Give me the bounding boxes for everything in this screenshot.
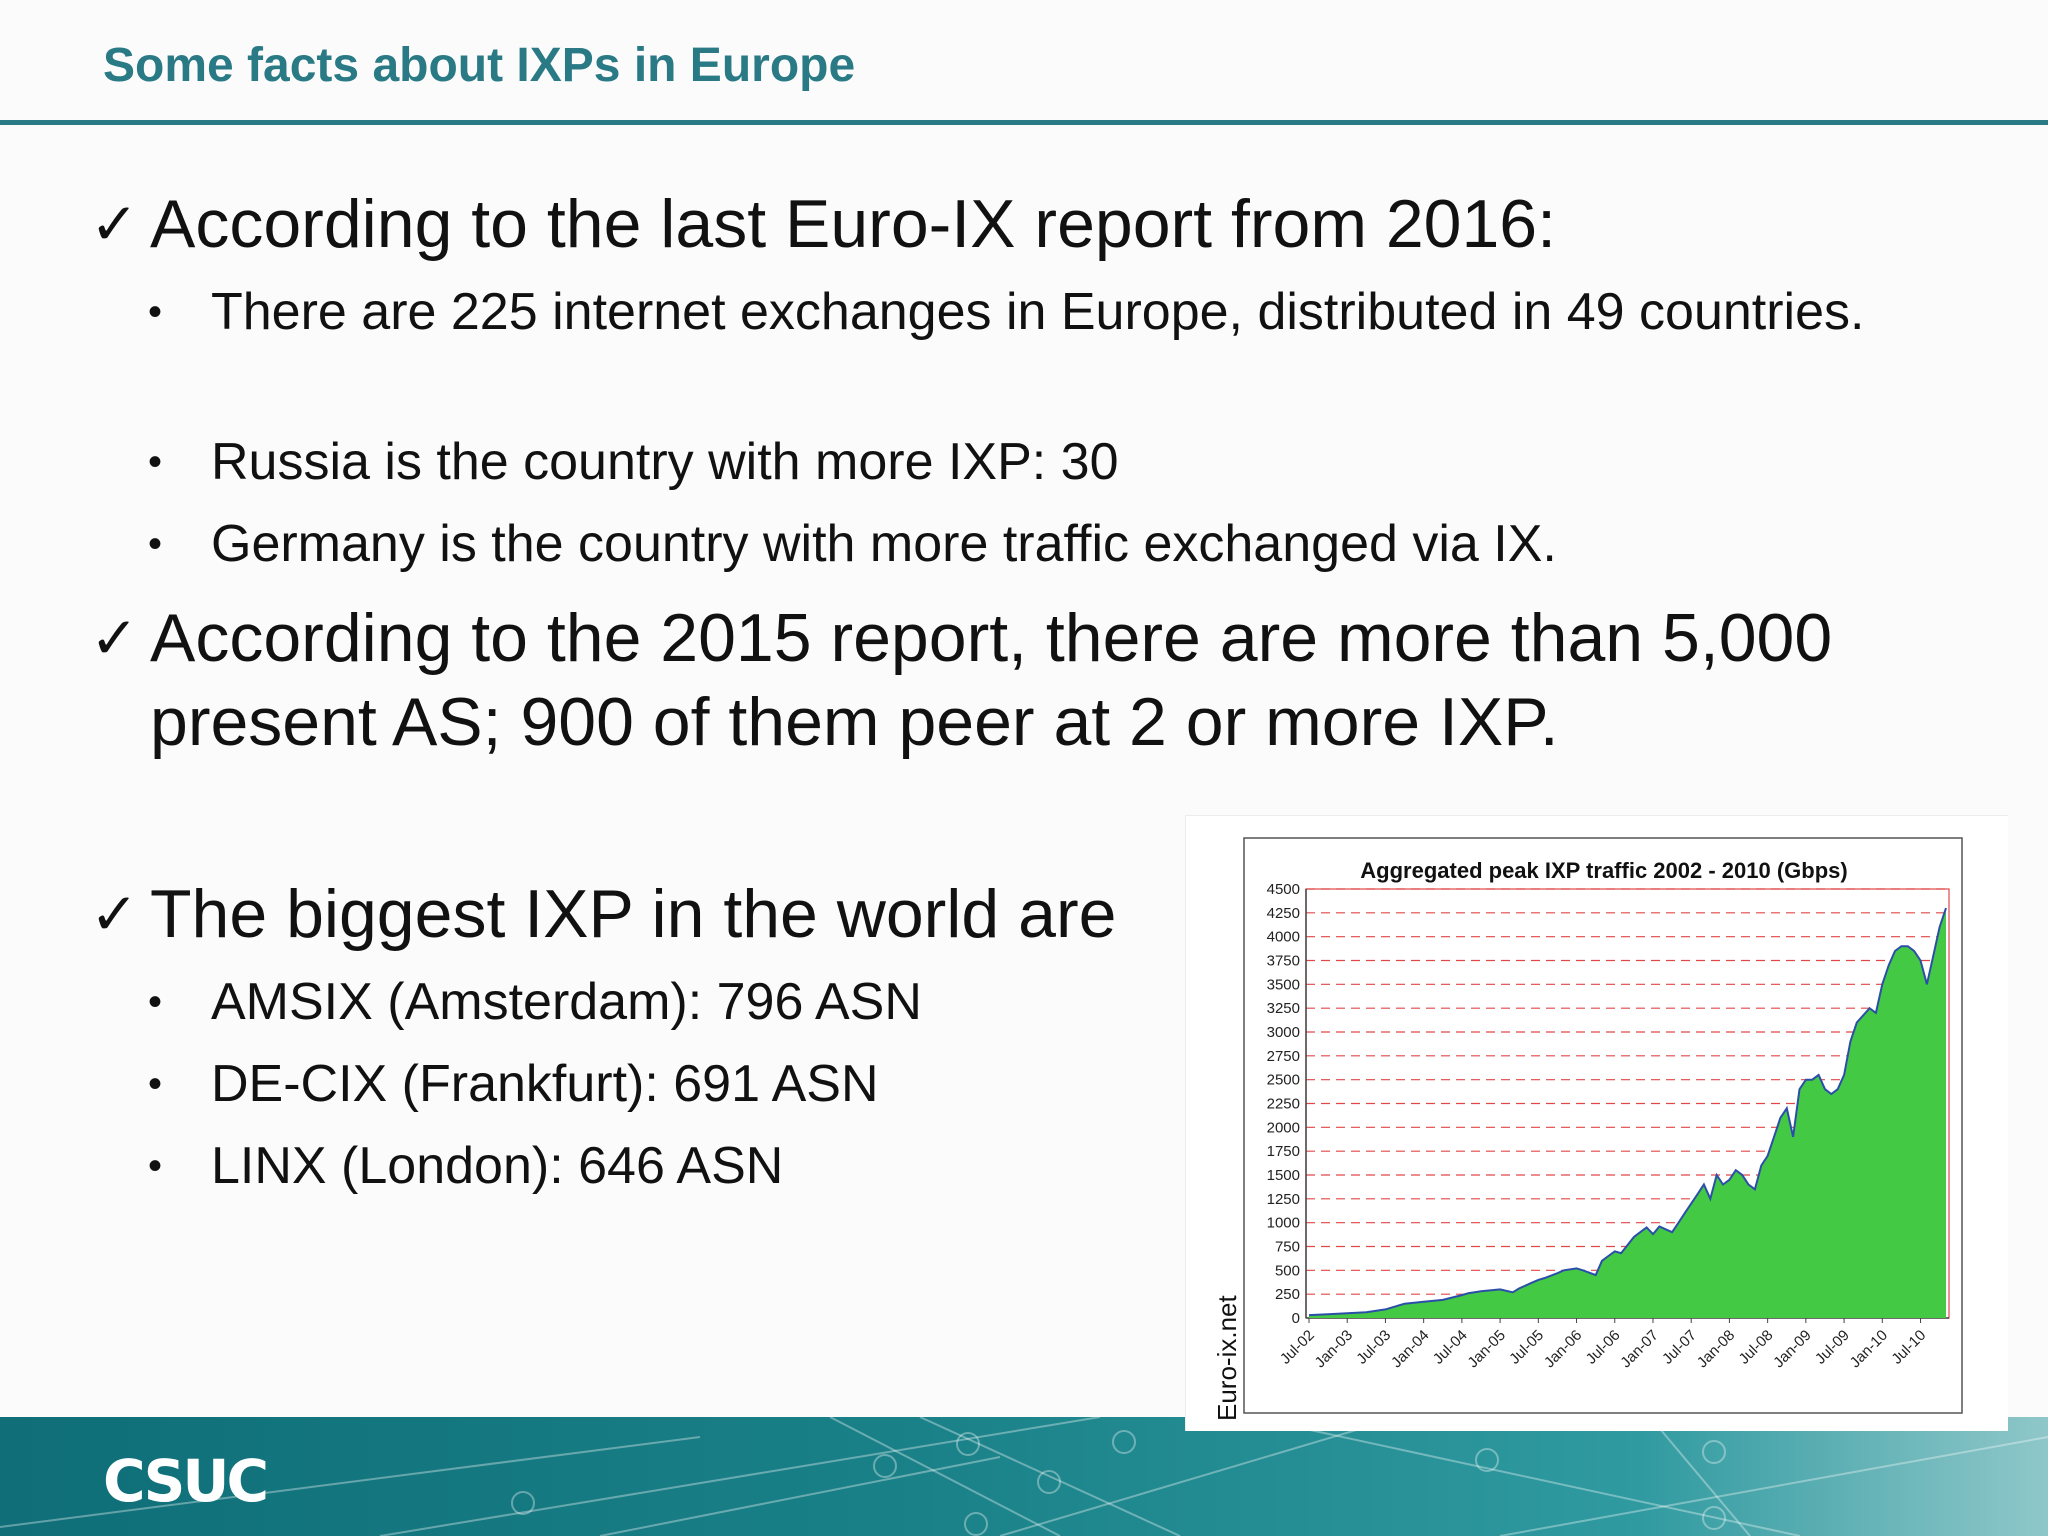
- csuc-logo: CSUC: [103, 1447, 269, 1515]
- subpoint-text: AMSIX (Amsterdam): 796 ASN: [211, 973, 922, 1031]
- chart-title: Aggregated peak IXP traffic 2002 - 2010 …: [1360, 858, 1847, 883]
- y-tick-label: 3250: [1267, 1000, 1300, 1017]
- slide-title: Some facts about IXPs in Europe: [103, 39, 856, 92]
- traffic-chart: Aggregated peak IXP traffic 2002 - 2010 …: [1212, 837, 1963, 1421]
- bullet-icon: •: [148, 522, 163, 566]
- bullet-icon: •: [148, 290, 163, 334]
- point-1: ✓ According to the last Euro-IX report f…: [90, 182, 1910, 266]
- source-label: Euro-ix.net: [1212, 1295, 1242, 1421]
- point-3: ✓ The biggest IXP in the world are: [90, 872, 1190, 956]
- y-tick-label: 3750: [1267, 953, 1300, 970]
- y-tick-label: 2750: [1267, 1048, 1300, 1065]
- point-3-text: The biggest IXP in the world are: [150, 876, 1117, 952]
- subpoint-text: DE-CIX (Frankfurt): 691 ASN: [211, 1055, 879, 1113]
- point-3-subpoint-2: • DE-CIX (Frankfurt): 691 ASN: [148, 1050, 1148, 1118]
- point-1-subpoint-1: • There are 225 internet exchanges in Eu…: [148, 278, 1868, 346]
- y-tick-label: 4500: [1267, 881, 1300, 898]
- point-3-subpoint-1: • AMSIX (Amsterdam): 796 ASN: [148, 968, 1148, 1036]
- point-1-subpoint-2: • Russia is the country with more IXP: 3…: [148, 428, 1868, 496]
- point-1-text: According to the last Euro-IX report fro…: [150, 186, 1557, 262]
- y-tick-label: 0: [1292, 1310, 1300, 1327]
- subpoint-text: Russia is the country with more IXP: 30: [211, 433, 1119, 491]
- traffic-line: [1308, 907, 1947, 1317]
- bullet-icon: •: [148, 1062, 163, 1106]
- point-2-text: According to the 2015 report, there are …: [150, 600, 1833, 760]
- y-tick-label: 1750: [1267, 1143, 1300, 1160]
- bullet-icon: •: [148, 1144, 163, 1188]
- point-2: ✓ According to the 2015 report, there ar…: [90, 596, 1870, 764]
- y-tick-label: 1500: [1267, 1167, 1300, 1184]
- y-tick-label: 2250: [1267, 1096, 1300, 1113]
- network-pattern: [0, 1417, 2048, 1536]
- check-icon: ✓: [90, 190, 139, 258]
- subpoint-text: LINX (London): 646 ASN: [211, 1137, 784, 1195]
- y-tick-label: 250: [1275, 1286, 1300, 1303]
- subpoint-text: There are 225 internet exchanges in Euro…: [211, 283, 1865, 341]
- check-icon: ✓: [90, 604, 139, 672]
- y-tick-label: 4000: [1267, 929, 1300, 946]
- point-1-subpoint-3: • Germany is the country with more traff…: [148, 510, 1868, 578]
- y-tick-label: 750: [1275, 1239, 1300, 1256]
- check-icon: ✓: [90, 880, 139, 948]
- title-divider: [0, 120, 2048, 125]
- bullet-icon: •: [148, 980, 163, 1024]
- y-tick-label: 1250: [1267, 1191, 1300, 1208]
- bullet-icon: •: [148, 440, 163, 484]
- traffic-area: [1309, 908, 1946, 1318]
- y-tick-label: 3000: [1267, 1024, 1300, 1041]
- y-tick-label: 2000: [1267, 1119, 1300, 1136]
- subpoint-text: Germany is the country with more traffic…: [211, 515, 1557, 573]
- y-tick-label: 1000: [1267, 1215, 1300, 1232]
- point-3-subpoint-3: • LINX (London): 646 ASN: [148, 1132, 1148, 1200]
- y-tick-label: 4250: [1267, 905, 1300, 922]
- footer-band: [0, 1417, 2048, 1536]
- y-tick-label: 3500: [1267, 976, 1300, 993]
- y-tick-label: 500: [1275, 1262, 1300, 1279]
- y-tick-label: 2500: [1267, 1072, 1300, 1089]
- traffic-chart-frame: Aggregated peak IXP traffic 2002 - 2010 …: [1185, 815, 2008, 1431]
